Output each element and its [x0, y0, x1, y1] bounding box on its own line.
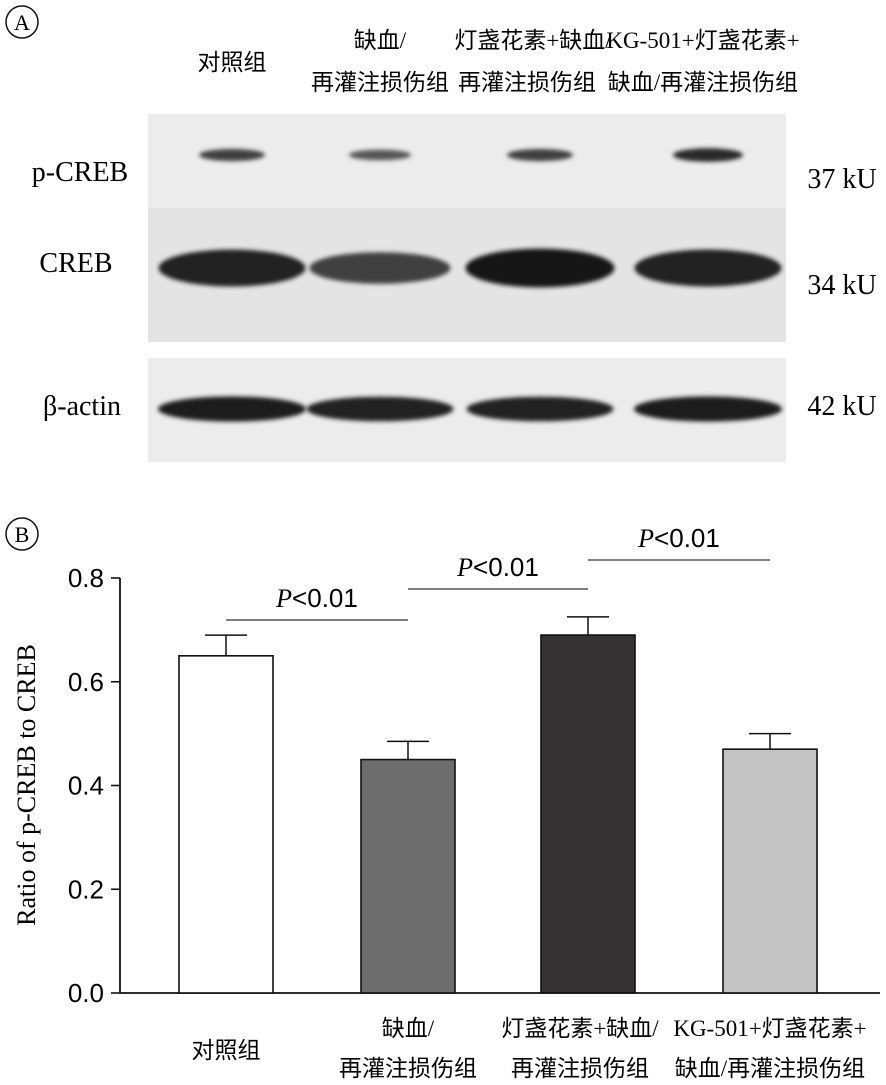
band-creb-lane-1 [158, 249, 306, 287]
bar-4 [722, 748, 818, 994]
blot-creb-protein: CREB [39, 248, 112, 279]
lane-header-3-line1: 灯盏花素+缺血/ [454, 28, 612, 53]
lane-headers: 对照组 缺血/ 再灌注损伤组 灯盏花素+缺血/ 再灌注损伤组 KG-501+灯盏… [198, 28, 800, 95]
x-axis-labels: 对照组缺血/再灌注损伤组灯盏花素+缺血/再灌注损伤组KG-501+灯盏花素+缺血… [192, 1016, 867, 1081]
lane-header-1-line1: 对照组 [198, 50, 267, 75]
band-actin-lane-3 [466, 396, 614, 422]
bar-1 [178, 655, 274, 994]
bar-3 [540, 634, 636, 994]
y-tick-label: 0.2 [68, 874, 104, 904]
significance-label-2: P<0.01 [456, 552, 539, 582]
panel-a: A 对照组 缺血/ 再灌注损伤组 灯盏花素+缺血/ 再灌注损伤组 KG-501+… [5, 5, 877, 462]
panel-a-label: A [14, 10, 30, 35]
y-axis-label: Ratio of p-CREB to CREB [12, 644, 41, 926]
blot-creb: CREB 34 kU [39, 208, 877, 342]
band-creb-lane-2 [309, 252, 451, 284]
y-tick-label: 0.4 [68, 771, 104, 801]
panel-b-label-circle [5, 517, 39, 551]
band-pcreb-lane-4 [673, 148, 743, 162]
x-label-1: 对照组 [192, 1038, 261, 1063]
blot-beta-actin-size: 42 kU [807, 391, 876, 422]
error-bars [205, 616, 791, 760]
band-creb-lane-3 [465, 248, 615, 288]
blot-creb-bands [158, 248, 782, 288]
band-actin-lane-1 [158, 396, 306, 422]
band-actin-lane-2 [306, 396, 454, 422]
blot-beta-actin: β-actin 42 kU [43, 358, 877, 462]
panel-a-label-circle [5, 5, 39, 39]
band-pcreb-lane-2 [349, 149, 411, 161]
significance-annotations: P<0.01 P<0.01 P<0.01 [226, 523, 770, 621]
band-pcreb-lane-1 [199, 148, 265, 162]
band-creb-lane-4 [634, 249, 782, 287]
blot-p-creb-bands [199, 148, 743, 162]
blot-creb-size: 34 kU [807, 270, 876, 301]
blot-beta-actin-bands [158, 396, 782, 422]
x-label-2-line2: 再灌注损伤组 [339, 1056, 477, 1081]
lane-header-3-line2: 再灌注损伤组 [458, 70, 596, 95]
x-label-3-line2: 再灌注损伤组 [511, 1056, 649, 1081]
significance-label-3: P<0.01 [637, 523, 720, 553]
blot-p-creb-membrane [148, 114, 786, 218]
panel-b: B Ratio of p-CREB to CREB 0.0 0.2 0.4 0.6 0.… [5, 517, 880, 1081]
blot-p-creb: p-CREB 37 kU [32, 114, 877, 218]
band-actin-lane-4 [634, 396, 782, 422]
bars [178, 634, 818, 994]
lane-header-4-line2: 缺血/再灌注损伤组 [608, 70, 798, 95]
significance-label-1: P<0.01 [275, 583, 358, 613]
blot-p-creb-size: 37 kU [807, 164, 876, 195]
lane-header-2-line2: 再灌注损伤组 [311, 70, 449, 95]
panel-b-label: B [15, 522, 30, 547]
x-label-4-line2: 缺血/再灌注损伤组 [675, 1056, 865, 1081]
lane-header-2-line1: 缺血/ [354, 28, 407, 53]
y-tick-label: 0.6 [68, 667, 104, 697]
band-pcreb-lane-3 [507, 148, 573, 162]
blot-beta-actin-protein: β-actin [43, 391, 121, 422]
x-label-4-line1: KG-501+灯盏花素+ [673, 1016, 866, 1041]
y-tick-label: 0.8 [68, 563, 104, 593]
lane-header-4-line1: KG-501+灯盏花素+ [606, 28, 799, 53]
x-label-2-line1: 缺血/ [382, 1016, 435, 1041]
blot-p-creb-protein: p-CREB [32, 157, 128, 188]
x-label-3-line1: 灯盏花素+缺血/ [501, 1016, 659, 1041]
bar-2 [360, 758, 456, 994]
y-tick-label: 0.0 [68, 978, 104, 1008]
